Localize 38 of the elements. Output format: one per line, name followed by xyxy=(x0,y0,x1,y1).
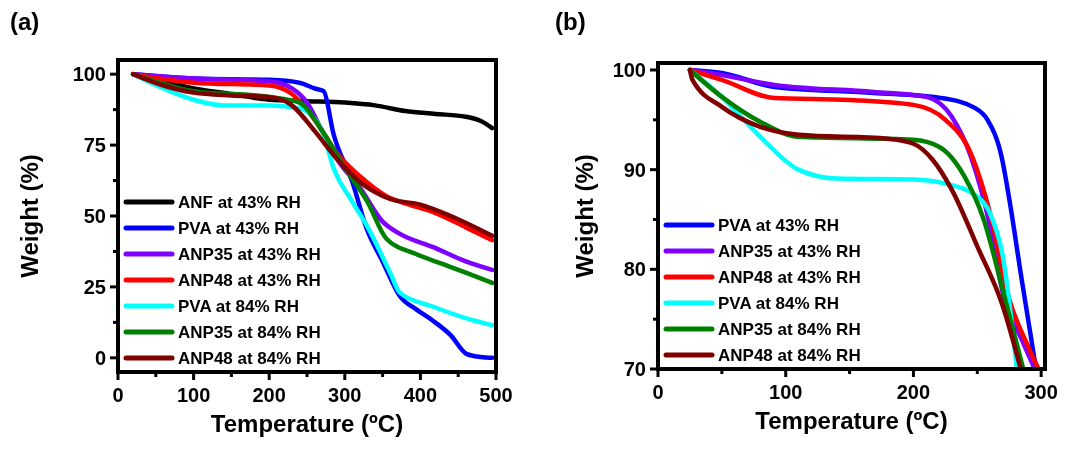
y-tick-label: 90 xyxy=(623,158,646,181)
y-tick-label: 25 xyxy=(83,275,106,298)
x-axis-title: Temperature (ºC) xyxy=(755,407,948,434)
y-tick-label: 80 xyxy=(623,258,646,281)
x-axis-title: Temperature (ºC) xyxy=(210,410,404,437)
legend-label: ANF at 43% RH xyxy=(178,193,301,212)
y-axis-title: Weight (%) xyxy=(571,154,598,278)
legend-label: ANP35 at 43% RH xyxy=(718,242,861,261)
x-tick-label: 400 xyxy=(403,384,438,406)
legend-label: PVA at 84% RH xyxy=(178,297,299,316)
y-axis-title: Weight (%) xyxy=(16,154,43,278)
y-tick-label: 100 xyxy=(612,58,646,81)
x-tick-label: 300 xyxy=(328,384,362,406)
x-tick-label: 200 xyxy=(896,381,931,403)
x-tick-label: 200 xyxy=(252,384,286,406)
legend-label: ANP35 at 84% RH xyxy=(178,323,321,342)
y-tick-label: 0 xyxy=(94,346,106,369)
legend-label: ANP35 at 84% RH xyxy=(718,320,861,339)
x-tick-label: 0 xyxy=(112,384,124,406)
y-tick-label: 100 xyxy=(72,63,106,86)
x-tick-label: 500 xyxy=(479,384,513,406)
y-tick-label: 75 xyxy=(83,134,106,157)
x-tick-label: 0 xyxy=(652,381,664,403)
chart-title: (a) xyxy=(10,8,40,35)
legend-label: ANP48 at 43% RH xyxy=(718,268,861,287)
legend-label: PVA at 43% RH xyxy=(178,219,299,238)
legend-label: PVA at 43% RH xyxy=(718,216,839,235)
y-tick-label: 50 xyxy=(83,205,106,227)
legend-label: ANP48 at 84% RH xyxy=(178,349,321,368)
x-tick-label: 100 xyxy=(769,381,803,403)
legend-label: ANP48 at 43% RH xyxy=(178,271,321,290)
legend-label: ANP48 at 84% RH xyxy=(718,346,861,365)
x-tick-label: 100 xyxy=(176,384,211,406)
x-tick-label: 300 xyxy=(1024,381,1058,403)
y-tick-label: 70 xyxy=(623,358,646,380)
legend-label: PVA at 84% RH xyxy=(718,294,839,313)
legend-label: ANP35 at 43% RH xyxy=(178,245,321,264)
chart-title: (b) xyxy=(555,8,586,35)
